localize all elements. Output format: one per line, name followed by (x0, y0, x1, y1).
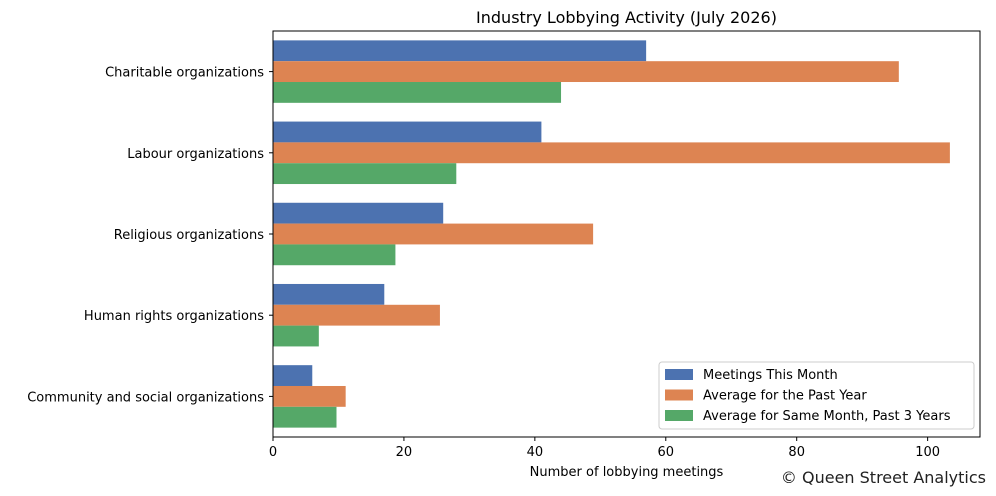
y-tick-label: Charitable organizations (105, 66, 264, 81)
copyright-credit: © Queen Street Analytics (780, 468, 986, 487)
y-tick-label: Labour organizations (127, 147, 264, 162)
y-axis-ticks: Charitable organizations Labour organizat… (27, 66, 273, 405)
bar-3-2 (273, 163, 457, 185)
y-tick-label: Religious organizations (114, 228, 264, 243)
x-axis-ticks: 0 20 40 60 80 100 (269, 437, 940, 460)
bar-2-2 (273, 142, 950, 164)
legend-label: Meetings This Month (703, 368, 838, 383)
x-tick-label: 40 (527, 445, 544, 460)
bars-group (273, 40, 950, 428)
x-tick-label: 100 (915, 445, 940, 460)
bar-2-1 (273, 61, 899, 83)
bar-2-3 (273, 223, 594, 245)
legend-swatch (665, 369, 693, 380)
x-tick-label: 80 (788, 445, 805, 460)
bar-2-4 (273, 304, 440, 326)
legend-label: Average for Same Month, Past 3 Years (703, 409, 951, 424)
bar-1-5 (273, 365, 313, 386)
bar-2-5 (273, 385, 346, 407)
y-tick-label: Human rights organizations (84, 309, 264, 324)
legend: Meetings This Month Average for the Past … (658, 361, 975, 430)
legend-label: Average for the Past Year (703, 389, 867, 404)
chart-title: Industry Lobbying Activity (July 2026) (476, 8, 777, 27)
bar-3-1 (273, 82, 562, 103)
legend-swatch (665, 389, 693, 401)
bar-3-3 (273, 244, 396, 266)
x-tick-label: 20 (396, 445, 413, 460)
x-axis-label: Number of lobbying meetings (530, 465, 724, 480)
legend-swatch (665, 410, 693, 421)
x-tick-label: 0 (269, 445, 277, 460)
bar-1-4 (273, 283, 385, 305)
bar-1-1 (273, 40, 647, 62)
bar-3-5 (273, 406, 337, 428)
x-tick-label: 60 (658, 445, 675, 460)
legend-box (658, 361, 975, 430)
y-tick-label: Community and social organizations (27, 390, 264, 405)
bar-1-2 (273, 121, 542, 143)
bar-3-4 (273, 325, 319, 347)
bar-1-3 (273, 202, 444, 224)
